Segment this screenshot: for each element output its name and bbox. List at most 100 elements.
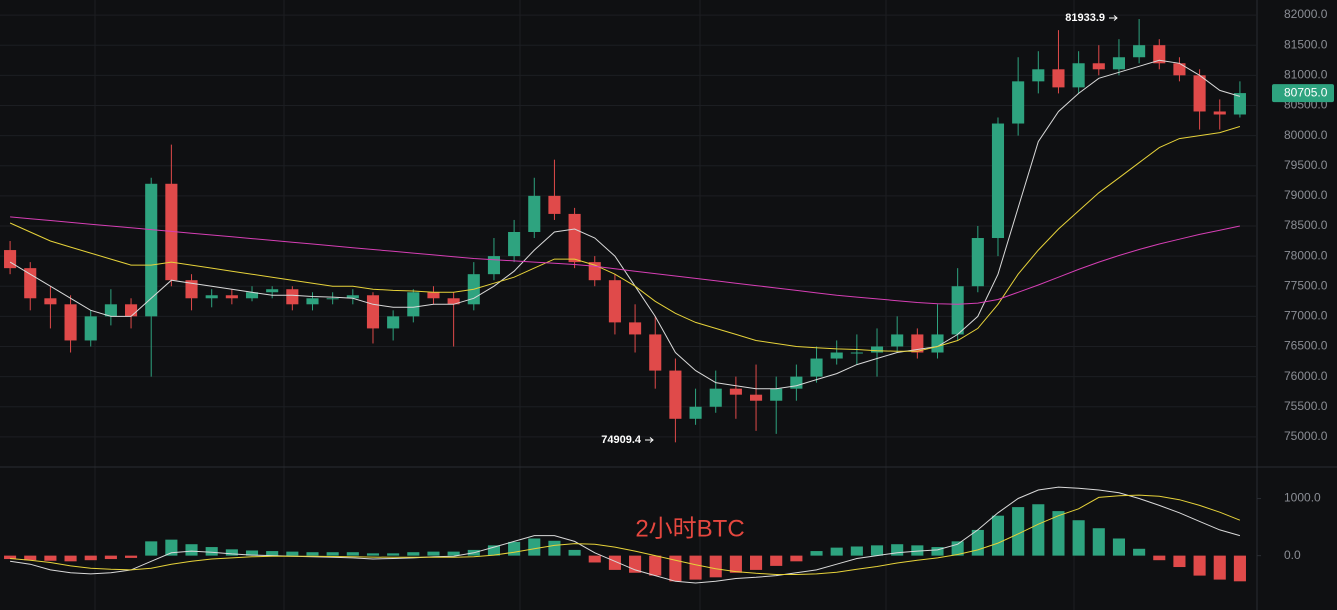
- candle-body: [931, 334, 944, 353]
- macd-bar: [911, 545, 924, 556]
- macd-bar: [84, 555, 97, 561]
- macd-bar: [1133, 548, 1146, 556]
- last-price-box: [1272, 84, 1334, 103]
- candle-body: [1193, 75, 1206, 112]
- macd-bar: [1153, 555, 1166, 561]
- macd-bar: [689, 555, 702, 580]
- candle-body: [971, 238, 984, 287]
- macd-bar: [588, 555, 601, 563]
- candle-body: [387, 316, 400, 329]
- macd-bar: [185, 544, 198, 556]
- low-annotation: 74909.4: [601, 434, 642, 446]
- macd-bar: [1012, 507, 1025, 556]
- macd-bar: [125, 555, 138, 558]
- macd-bar: [790, 555, 803, 562]
- candle-body: [709, 388, 722, 407]
- macd-bar: [24, 555, 37, 561]
- candle-body: [1032, 69, 1045, 82]
- candle-body: [528, 195, 541, 232]
- y-tick-label: 77500.0: [1284, 278, 1328, 292]
- macd-bar: [165, 539, 178, 556]
- macd-bar: [669, 555, 682, 582]
- macd-bar: [427, 551, 440, 556]
- y-tick-label: 1000.0: [1284, 491, 1321, 505]
- macd-bar: [326, 552, 339, 556]
- macd-bar: [346, 552, 359, 556]
- macd-bar: [1092, 528, 1105, 556]
- high-annotation: 81933.9: [1065, 12, 1105, 24]
- candle-body: [810, 358, 823, 377]
- candle-body: [286, 289, 299, 305]
- macd-bar: [306, 552, 319, 556]
- candle-body: [1213, 111, 1226, 115]
- last-price-label: 80705.0: [1284, 85, 1328, 99]
- candle-body: [911, 334, 924, 353]
- macd-bar: [528, 538, 541, 556]
- candle-body: [830, 352, 843, 359]
- candle-body: [306, 298, 319, 305]
- candle-body: [629, 322, 642, 335]
- candle-body: [1133, 45, 1146, 58]
- macd-bar: [729, 555, 742, 573]
- macd-bar: [487, 545, 500, 556]
- candle-body: [245, 292, 259, 299]
- candle-body: [850, 352, 863, 354]
- candle-body: [205, 295, 218, 299]
- y-tick-label: 80000.0: [1284, 128, 1328, 142]
- macd-bar: [447, 551, 460, 556]
- macd-bar: [266, 551, 279, 556]
- candle-body: [951, 286, 964, 335]
- candle-body: [225, 295, 238, 299]
- candle-body: [487, 256, 500, 275]
- candle-body: [1012, 81, 1025, 124]
- macd-bar: [649, 555, 662, 576]
- y-tick-label: 75000.0: [1284, 429, 1328, 443]
- macd-bar: [245, 550, 259, 556]
- candle-body: [145, 183, 158, 317]
- candle-body: [669, 370, 682, 419]
- candles: [4, 19, 1246, 443]
- candle-body: [125, 304, 138, 317]
- macd-bar: [387, 553, 400, 556]
- macd-bar: [1072, 520, 1085, 556]
- macd-bar: [608, 555, 621, 570]
- indicator-line: [10, 486, 1241, 584]
- macd-bar: [830, 547, 843, 556]
- candle-body: [84, 316, 97, 341]
- candle-body: [870, 346, 884, 353]
- vertical-grid: [94, 0, 1075, 610]
- y-tick-label: 81000.0: [1284, 67, 1328, 81]
- candle-body: [447, 298, 460, 305]
- indicator-line: [9, 126, 1241, 352]
- candle-body: [1052, 69, 1065, 88]
- macd-bar: [568, 549, 581, 556]
- macd-bar: [870, 545, 884, 556]
- macd-bar: [145, 541, 158, 556]
- candle-body: [1092, 63, 1105, 70]
- candle-body: [64, 304, 77, 341]
- candle-body: [407, 292, 420, 317]
- candle-body: [790, 376, 803, 389]
- macd-bar: [104, 555, 117, 560]
- macd-bar: [931, 547, 944, 556]
- y-tick-label: 0.0: [1284, 548, 1301, 562]
- indicator-line: [9, 59, 1241, 390]
- candle-body: [689, 406, 702, 419]
- macd-bar: [1193, 555, 1206, 576]
- candle-body: [891, 334, 904, 347]
- candle-body: [608, 280, 621, 323]
- candle-body: [427, 292, 440, 299]
- macd-bar: [548, 540, 561, 556]
- macd-bar: [44, 555, 57, 561]
- y-tick-label: 82000.0: [1284, 7, 1328, 21]
- candle-body: [165, 183, 178, 281]
- candle-body: [729, 388, 742, 395]
- macd-bar: [4, 555, 17, 560]
- macd-bar: [205, 547, 218, 556]
- candle-body: [1153, 45, 1166, 64]
- indicator-line: [10, 216, 1241, 305]
- macd-bar: [1052, 511, 1065, 556]
- candle-body: [346, 295, 359, 299]
- macd-bar: [1173, 555, 1186, 568]
